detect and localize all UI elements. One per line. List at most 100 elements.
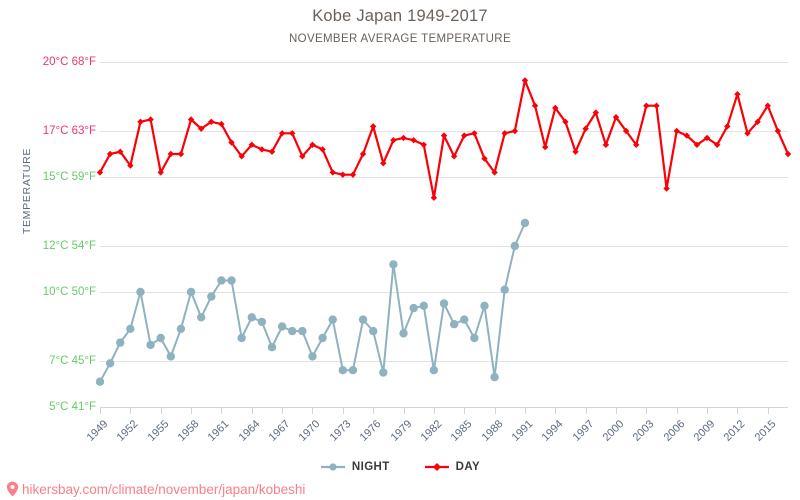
data-point-day-1980[interactable]	[410, 137, 417, 144]
data-point-night-1979[interactable]	[399, 329, 408, 338]
data-point-day-1983[interactable]	[440, 132, 448, 139]
data-point-night-1956[interactable]	[166, 352, 176, 361]
data-point-day-2004[interactable]	[653, 102, 660, 109]
data-point-day-1963[interactable]	[238, 153, 245, 160]
data-point-night-1982[interactable]	[429, 366, 439, 375]
data-point-night-1950[interactable]	[105, 359, 115, 368]
data-point-night-1975[interactable]	[358, 315, 368, 324]
data-point-day-2000[interactable]	[612, 114, 620, 121]
data-point-night-1955[interactable]	[156, 333, 165, 343]
data-point-night-1961[interactable]	[217, 276, 226, 285]
data-point-night-1989[interactable]	[500, 285, 509, 294]
data-point-night-1990[interactable]	[510, 241, 520, 251]
data-point-night-1949[interactable]	[95, 377, 105, 386]
data-point-day-1956[interactable]	[167, 150, 175, 158]
data-point-day-1954[interactable]	[147, 116, 154, 123]
data-point-night-1987[interactable]	[480, 301, 489, 310]
data-point-day-2006[interactable]	[673, 127, 680, 135]
data-point-day-2012[interactable]	[734, 91, 741, 98]
data-point-night-1983[interactable]	[439, 299, 449, 308]
data-point-night-1951[interactable]	[116, 338, 125, 347]
data-point-day-1957[interactable]	[177, 150, 185, 158]
legend-item-day[interactable]: DAY	[424, 461, 480, 473]
data-point-day-1987[interactable]	[481, 155, 488, 162]
data-point-day-1978[interactable]	[390, 137, 397, 144]
data-point-day-2010[interactable]	[713, 141, 721, 148]
data-point-night-1958[interactable]	[186, 287, 196, 297]
data-point-day-1961[interactable]	[218, 120, 225, 128]
data-point-night-1972[interactable]	[328, 315, 337, 324]
data-point-day-1953[interactable]	[137, 118, 144, 125]
data-point-night-1988[interactable]	[490, 372, 499, 382]
data-point-day-1981[interactable]	[420, 141, 427, 148]
footer-source[interactable]: hikersbay.com/climate/november/japan/kob…	[6, 481, 305, 497]
data-point-day-2016[interactable]	[774, 127, 782, 135]
data-point-night-1968[interactable]	[288, 326, 297, 336]
data-point-day-1967[interactable]	[278, 130, 286, 137]
data-point-day-1974[interactable]	[349, 171, 357, 178]
data-point-day-1973[interactable]	[339, 171, 347, 178]
data-point-night-1980[interactable]	[409, 303, 418, 313]
data-point-day-2008[interactable]	[693, 141, 701, 148]
data-point-night-1986[interactable]	[470, 333, 479, 343]
data-point-day-1996[interactable]	[572, 148, 579, 155]
data-point-day-1958[interactable]	[187, 116, 195, 123]
data-point-night-1984[interactable]	[449, 320, 459, 329]
data-point-night-1959[interactable]	[196, 313, 206, 322]
data-point-day-2002[interactable]	[633, 141, 640, 148]
data-point-day-2015[interactable]	[764, 102, 771, 109]
data-point-day-1972[interactable]	[329, 169, 336, 176]
data-point-night-1971[interactable]	[318, 333, 327, 343]
data-point-night-1962[interactable]	[227, 276, 236, 285]
data-point-day-1982[interactable]	[430, 194, 438, 201]
data-point-night-1953[interactable]	[136, 287, 145, 297]
data-point-night-1966[interactable]	[267, 343, 277, 352]
data-point-day-1988[interactable]	[491, 169, 498, 176]
data-point-day-1979[interactable]	[400, 134, 407, 142]
data-point-day-1984[interactable]	[450, 153, 458, 160]
data-point-day-2013[interactable]	[744, 130, 751, 137]
data-point-night-1965[interactable]	[257, 317, 267, 327]
data-point-day-2017[interactable]	[784, 150, 792, 158]
data-point-night-1977[interactable]	[379, 368, 388, 377]
data-point-night-1973[interactable]	[338, 366, 348, 375]
data-point-day-1993[interactable]	[541, 143, 549, 151]
data-point-day-1968[interactable]	[289, 130, 296, 137]
data-point-day-1955[interactable]	[157, 169, 164, 176]
data-point-day-1989[interactable]	[501, 130, 508, 137]
data-point-day-2009[interactable]	[703, 134, 711, 142]
data-point-day-2011[interactable]	[724, 123, 731, 130]
data-point-night-1969[interactable]	[298, 326, 307, 336]
data-point-day-1992[interactable]	[531, 102, 539, 109]
data-point-night-1976[interactable]	[368, 326, 378, 336]
data-point-night-1970[interactable]	[308, 352, 317, 361]
data-point-day-1991[interactable]	[521, 77, 529, 84]
data-point-day-1995[interactable]	[562, 118, 569, 125]
data-point-day-2007[interactable]	[683, 132, 691, 139]
data-point-night-1964[interactable]	[247, 313, 256, 322]
data-point-night-1978[interactable]	[389, 260, 398, 269]
data-point-day-1965[interactable]	[258, 146, 266, 153]
data-point-day-1951[interactable]	[117, 148, 124, 155]
data-point-day-1960[interactable]	[208, 118, 215, 125]
data-point-night-1963[interactable]	[237, 333, 246, 343]
legend-item-night[interactable]: NIGHT	[320, 461, 390, 473]
data-point-day-1966[interactable]	[268, 148, 276, 155]
data-point-day-2014[interactable]	[754, 118, 761, 125]
data-point-day-1970[interactable]	[309, 141, 316, 148]
data-point-night-1957[interactable]	[176, 324, 186, 333]
data-point-night-1991[interactable]	[520, 218, 530, 228]
data-point-day-1971[interactable]	[319, 146, 326, 153]
data-point-day-1976[interactable]	[369, 123, 377, 130]
data-point-night-1985[interactable]	[460, 315, 469, 324]
data-point-day-1969[interactable]	[299, 153, 306, 160]
data-point-day-1990[interactable]	[511, 127, 519, 135]
data-point-night-1981[interactable]	[419, 301, 428, 310]
data-point-day-1959[interactable]	[197, 125, 205, 132]
data-point-day-1977[interactable]	[380, 160, 387, 167]
data-point-day-2005[interactable]	[663, 185, 670, 192]
data-point-night-1974[interactable]	[348, 366, 358, 375]
data-point-night-1954[interactable]	[146, 340, 155, 350]
data-point-day-1985[interactable]	[461, 132, 468, 139]
data-point-day-1999[interactable]	[602, 141, 610, 148]
